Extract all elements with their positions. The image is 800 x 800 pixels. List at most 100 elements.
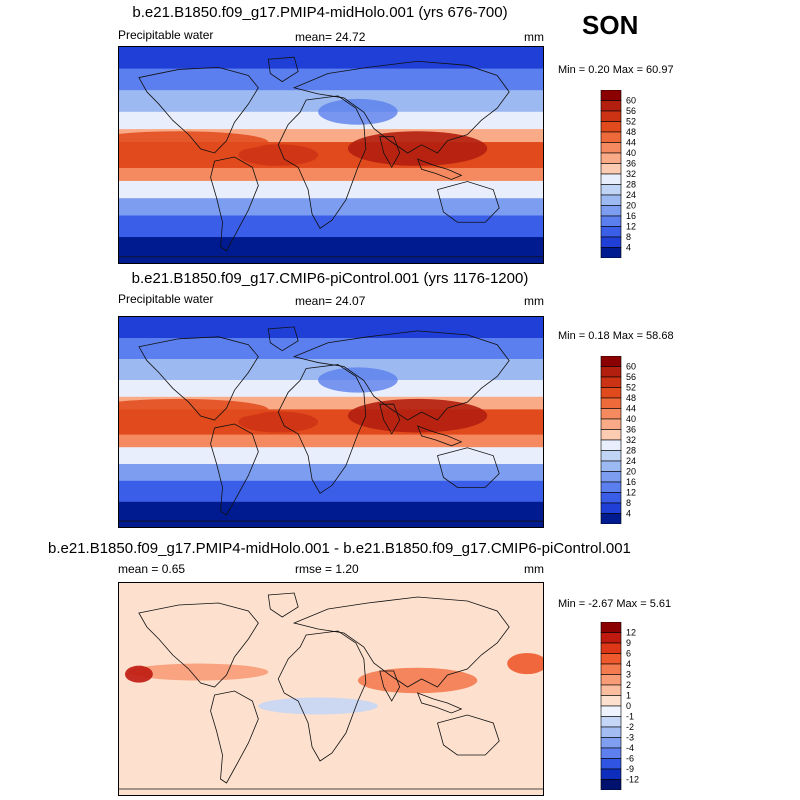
colorbar-swatch [600, 705, 622, 717]
colorbar-swatch [600, 226, 622, 238]
colorbar-label: 24 [626, 456, 636, 466]
coastline [210, 423, 259, 516]
colorbar-label: -2 [626, 722, 634, 732]
colorbar-swatch [600, 439, 622, 451]
colorbar-label: 20 [626, 467, 636, 477]
coastline [267, 326, 299, 352]
panel-3-units: mm [524, 562, 544, 576]
colorbar-swatch [600, 376, 622, 388]
field-band [119, 480, 543, 503]
colorbar-swatch [600, 100, 622, 112]
colorbar-label: 56 [626, 372, 636, 382]
colorbar-swatch [600, 768, 622, 780]
colorbar-swatch [600, 779, 622, 790]
field-band [119, 583, 543, 795]
colorbar-swatch [600, 163, 622, 175]
field-band [119, 237, 543, 263]
coastline [379, 136, 401, 169]
coastline [138, 336, 259, 421]
colorbar-label: -12 [626, 775, 639, 785]
coastline [437, 714, 500, 756]
colorbar-label: 9 [626, 638, 631, 648]
field-band [119, 359, 543, 381]
coastline [292, 330, 510, 421]
panel-1-map [118, 46, 544, 264]
colorbar-label: 4 [626, 509, 631, 519]
field-band [119, 90, 543, 113]
colorbar-label: 28 [626, 180, 636, 190]
colorbar-label: 48 [626, 393, 636, 403]
field-band [119, 317, 543, 339]
colorbar-swatch [600, 366, 622, 378]
colorbar-swatch [600, 418, 622, 430]
field-band [119, 68, 543, 91]
colorbar-swatch [600, 194, 622, 206]
colorbar-label: -4 [626, 743, 634, 753]
panel-1-variable: Precipitable water [118, 28, 214, 42]
colorbar-swatch [600, 481, 622, 493]
colorbar-swatch [600, 205, 622, 217]
colorbar-label: 36 [626, 425, 636, 435]
panel-1-minmax: Min = 0.20 Max = 60.97 [558, 64, 674, 76]
field-band [119, 215, 543, 238]
field-band [119, 464, 543, 482]
panel-2-variable: Precipitable water [118, 292, 214, 306]
field-band [119, 434, 543, 448]
colorbar-swatch [600, 695, 622, 707]
panel-3-rmse: rmse = 1.20 [295, 562, 359, 576]
colorbar-label: -3 [626, 733, 634, 743]
coastline [267, 592, 299, 618]
colorbar-swatch [600, 642, 622, 654]
colorbar-label: 40 [626, 414, 636, 424]
colorbar-swatch [600, 747, 622, 759]
coastline [277, 364, 367, 494]
colorbar-label: 20 [626, 201, 636, 211]
colorbar-swatch [600, 450, 622, 462]
colorbar-swatch [600, 492, 622, 504]
colorbar-label: 12 [626, 222, 636, 232]
colorbar-label: 60 [626, 96, 636, 106]
colorbar-swatch [600, 236, 622, 248]
panel-2-map [118, 316, 544, 528]
field-band [119, 47, 543, 70]
coastline [267, 56, 299, 83]
colorbar-swatch [600, 110, 622, 122]
field-feature [124, 665, 153, 683]
colorbar-label: 52 [626, 383, 636, 393]
panel-3-map [118, 582, 544, 796]
colorbar-swatch [600, 387, 622, 399]
panel-1-mean: mean= 24.72 [295, 30, 366, 44]
coastline [416, 692, 463, 714]
coastline [437, 447, 500, 488]
colorbar-swatch [600, 726, 622, 738]
coastline [277, 95, 367, 229]
coastline [416, 158, 463, 180]
panel-2-units: mm [524, 294, 544, 308]
colorbar-swatch [600, 142, 622, 154]
coastline [292, 60, 510, 154]
field-band [119, 180, 543, 199]
colorbar-label: 48 [626, 127, 636, 137]
colorbar-swatch [600, 684, 622, 696]
field-feature [119, 131, 269, 153]
panel-3-minmax: Min = -2.67 Max = 5.61 [558, 598, 672, 610]
field-feature [238, 411, 319, 433]
panel-2-minmax: Min = 0.18 Max = 58.68 [558, 330, 674, 342]
coastline [277, 630, 367, 762]
panel-1-title: b.e21.B1850.f09_g17.PMIP4-midHolo.001 (y… [132, 4, 508, 21]
field-feature [238, 144, 319, 166]
colorbar-swatch [600, 408, 622, 420]
colorbar-label: 56 [626, 106, 636, 116]
colorbar-label: -9 [626, 764, 634, 774]
field-feature [357, 667, 478, 694]
colorbar-swatch [600, 131, 622, 143]
field-feature [119, 398, 269, 420]
panel-2-title: b.e21.B1850.f09_g17.CMIP6-piControl.001 … [131, 270, 529, 287]
colorbar-swatch [600, 429, 622, 441]
colorbar-swatch [600, 632, 622, 644]
colorbar-swatch [600, 356, 622, 367]
colorbar-swatch [600, 471, 622, 483]
field-feature [507, 652, 543, 675]
colorbar-swatch [600, 622, 622, 633]
